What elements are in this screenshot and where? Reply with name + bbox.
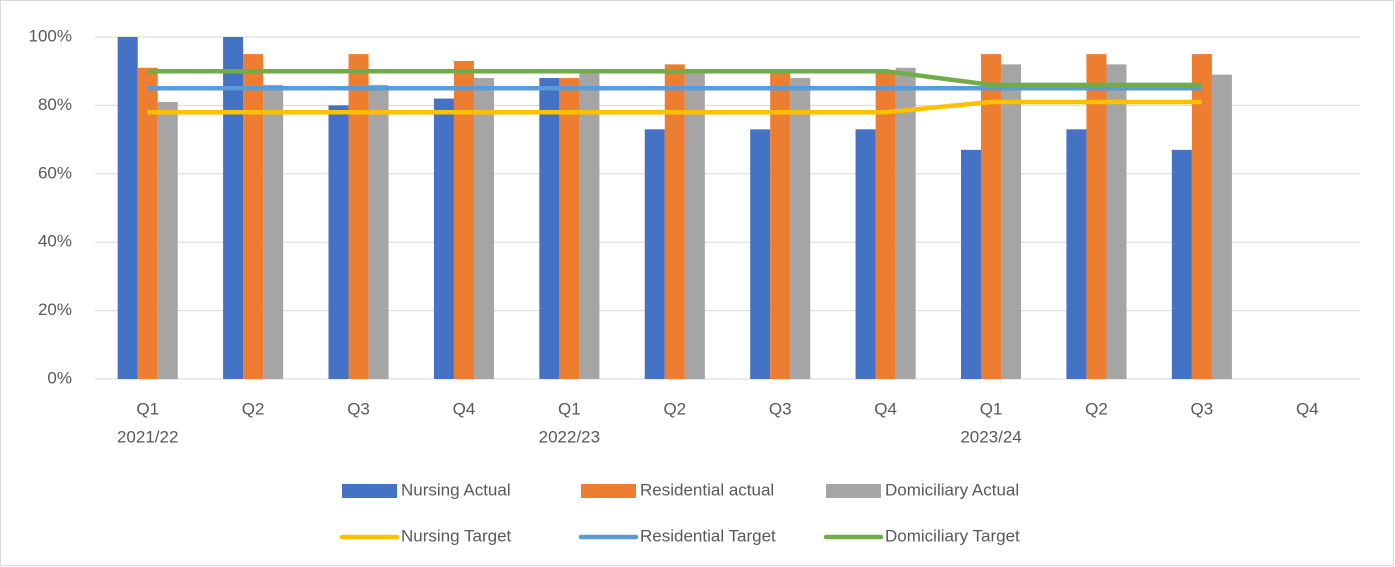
bar [348,54,369,379]
bar [664,64,685,380]
bar [1066,129,1087,379]
y-tick-label: 0% [47,368,72,387]
x-group-label: 2021/22 [117,427,178,446]
bar [895,67,916,379]
bar [433,98,454,379]
x-tick-label: Q1 [980,399,1003,418]
legend-label: Nursing Actual [401,480,511,499]
bar [750,129,771,379]
bar [855,129,876,379]
x-tick-label: Q2 [663,399,686,418]
bar [1171,149,1192,379]
legend-label: Residential actual [640,480,774,499]
x-tick-label: Q4 [874,399,897,418]
y-tick-label: 80% [38,95,72,114]
bar [1106,64,1127,380]
bar [473,78,495,379]
bar [1211,74,1232,380]
legend-swatch [581,484,636,498]
bar [875,71,896,379]
bar [684,71,705,379]
bar [960,149,982,379]
bar [644,129,665,379]
bar [1086,54,1107,379]
bar [223,37,244,379]
legend-label: Nursing Target [401,526,512,545]
bar [117,37,138,379]
line [147,99,1202,115]
bar [263,84,284,379]
y-tick-label: 60% [38,163,72,182]
x-group-label: 2023/24 [960,427,1021,446]
legend-label: Residential Target [640,526,776,545]
bar [1191,54,1212,379]
bar [790,78,811,379]
bar [559,78,580,379]
bar [770,71,791,379]
x-tick-label: Q1 [136,399,159,418]
bar [981,54,1002,379]
x-tick-label: Q3 [769,399,792,418]
x-tick-label: Q4 [453,399,476,418]
bar [157,101,178,379]
x-tick-label: Q3 [1191,399,1214,418]
bar [243,54,264,379]
legend-label: Domiciliary Actual [885,480,1019,499]
line [147,68,1202,88]
legend-swatch [342,484,397,498]
bar [453,60,474,379]
x-tick-label: Q4 [1296,399,1319,418]
x-tick-label: Q2 [242,399,265,418]
x-tick-label: Q2 [1085,399,1108,418]
y-tick-label: 100% [29,26,72,45]
x-tick-label: Q1 [558,399,581,418]
bar [137,67,158,379]
bar [579,71,600,379]
bar [1001,64,1022,380]
bar [539,78,560,379]
y-tick-label: 40% [38,232,72,251]
x-tick-label: Q3 [347,399,370,418]
bar [368,84,389,379]
legend-swatch [826,484,881,498]
x-group-label: 2022/23 [539,427,600,446]
y-tick-label: 20% [38,300,72,319]
legend-label: Domiciliary Target [885,526,1020,545]
bar [328,105,349,380]
